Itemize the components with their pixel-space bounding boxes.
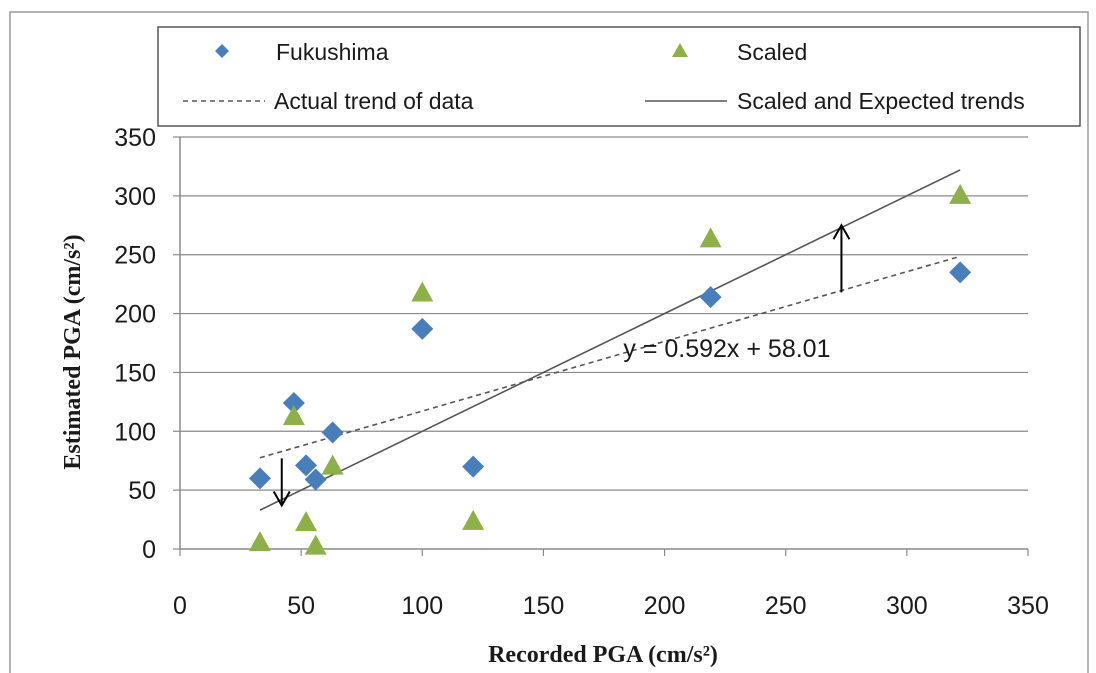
scaled-point-5 <box>411 281 434 302</box>
fukushima-point-4 <box>321 421 344 444</box>
legend-scaled-label: Scaled <box>737 39 807 65</box>
arrow-up-1-head <box>832 223 851 240</box>
trend-lines <box>259 169 961 511</box>
actual-trend-line <box>259 255 961 459</box>
y-tick-label-300: 300 <box>114 183 156 211</box>
scaled-point-1 <box>282 405 305 426</box>
y-tick-label-150: 150 <box>114 359 156 387</box>
trend-equation-label: y = 0.592x + 58.01 <box>623 335 830 363</box>
x-tick-label-50: 50 <box>287 592 315 620</box>
y-tick-label-0: 0 <box>142 536 156 564</box>
fukushima-point-3 <box>304 468 327 491</box>
legend: Fukushima Scaled Actual trend of data Sc… <box>157 26 1081 127</box>
fukushima-point-8 <box>949 261 972 284</box>
scaled-point-6 <box>462 509 485 530</box>
legend-fukushima-marker <box>215 44 229 58</box>
expected-trend-line <box>259 169 961 511</box>
x-tick-label-300: 300 <box>886 592 928 620</box>
y-axis-title: Estimated PGA (cm/s²) <box>60 234 86 469</box>
y-tick-label-350: 350 <box>114 124 156 152</box>
x-axis-title: Recorded PGA (cm/s²) <box>488 642 718 668</box>
scaled-point-0 <box>248 531 271 552</box>
arrows <box>272 223 851 508</box>
fukushima-point-0 <box>248 467 271 490</box>
y-tick-label-200: 200 <box>114 301 156 329</box>
x-tick-label-250: 250 <box>765 592 807 620</box>
x-tick-label-0: 0 <box>173 592 187 620</box>
scaled-point-2 <box>294 511 317 532</box>
x-tick-label-350: 350 <box>1007 592 1049 620</box>
legend-fukushima-label: Fukushima <box>276 39 389 65</box>
x-tick-label-150: 150 <box>523 592 565 620</box>
legend-box <box>157 26 1081 127</box>
legend-actual-trend-label: Actual trend of data <box>274 88 474 114</box>
x-tick-label-100: 100 <box>401 592 443 620</box>
fukushima-point-7 <box>699 286 722 309</box>
scaled-point-8 <box>949 183 972 204</box>
y-tick-label-250: 250 <box>114 242 156 270</box>
gridlines <box>180 136 1028 491</box>
legend-scaled-marker <box>672 43 688 57</box>
fukushima-point-6 <box>462 455 485 478</box>
data-points <box>248 183 972 555</box>
scaled-point-7 <box>699 227 722 248</box>
y-tick-label-50: 50 <box>128 477 156 505</box>
fukushima-point-1 <box>282 392 305 415</box>
fukushima-point-5 <box>411 317 434 340</box>
scaled-point-3 <box>304 534 327 555</box>
x-tick-label-200: 200 <box>644 592 686 620</box>
legend-expected-trend-label: Scaled and Expected trends <box>737 88 1025 114</box>
x-tick-labels: 0 50 100 150 200 250 300 350 <box>173 592 1049 620</box>
y-tick-label-100: 100 <box>114 418 156 446</box>
y-tick-labels: 0 50 100 150 200 250 300 350 <box>114 124 156 564</box>
fukushima-point-2 <box>294 454 317 477</box>
annotations: y = 0.592x + 58.01 <box>623 335 830 363</box>
scaled-point-4 <box>321 454 344 475</box>
arrow-down-0-head <box>272 490 291 508</box>
